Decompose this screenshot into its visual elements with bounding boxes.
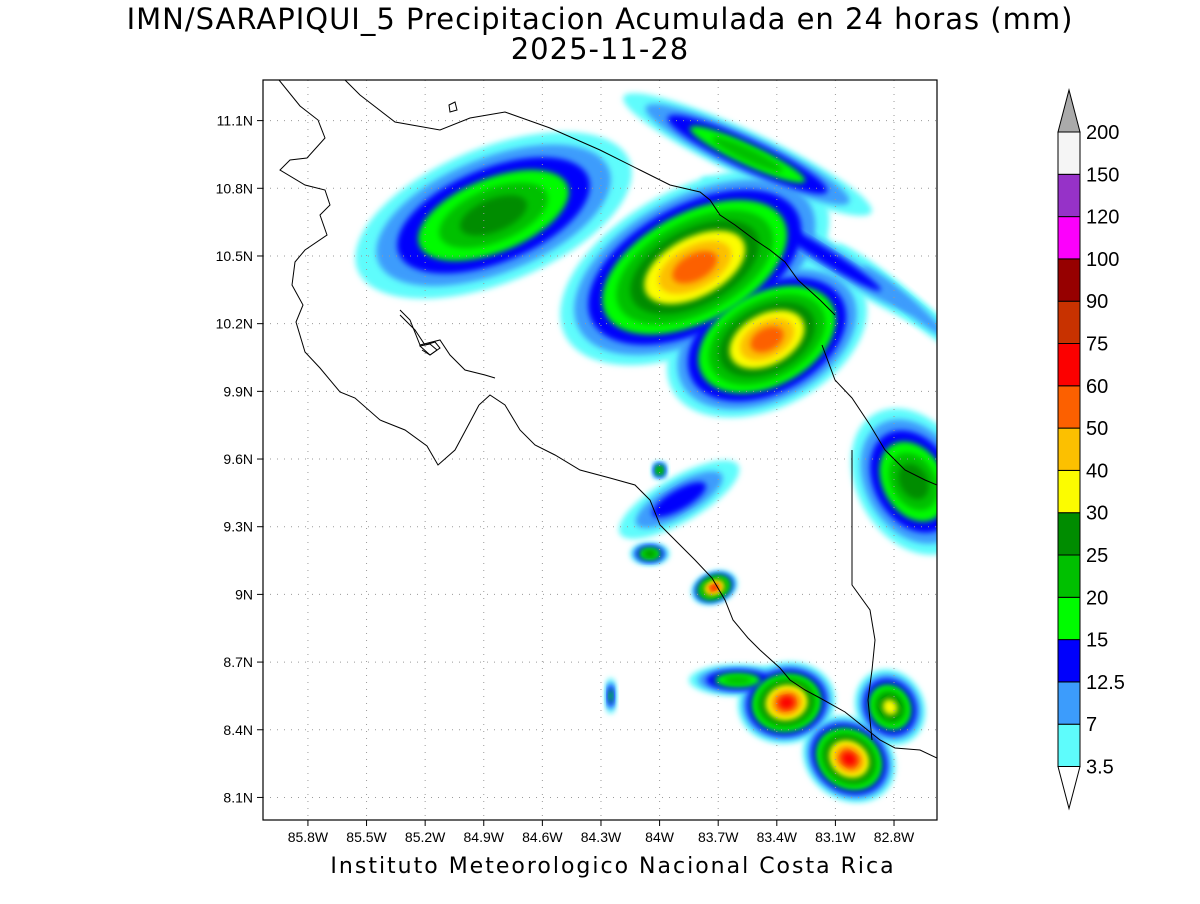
colorbar-max-arrow [1057,88,1081,133]
lon-tick-label: 84.9W [464,829,505,845]
colorbar-label: 40 [1086,460,1108,482]
grid-lines [263,80,937,820]
colorbar-label: 20 [1086,587,1108,609]
nicoya-coastline [399,309,496,379]
precipitation-field [355,93,937,803]
lat-tick-label: 9.6N [223,451,253,467]
precip-contour-5 [711,136,784,172]
precip-contour-6 [645,551,655,557]
panama-border [821,344,937,741]
lon-tick-label: 82.8W [874,829,915,845]
colorbar-swatch [1057,554,1081,598]
colorbar-label: 25 [1086,545,1108,567]
plot-frame [262,79,938,821]
lon-tick-label: 85.2W [405,829,446,845]
nicaragua-border [344,80,836,316]
precip-contour-9 [672,250,718,284]
precip-contour-10 [842,752,857,766]
lon-tick-label: 83.7W [698,829,739,845]
colorbar-swatch [1057,300,1081,345]
colorbar-swatch [1057,469,1081,514]
colorbar-label: 50 [1086,418,1108,440]
precip-contour-10 [710,585,718,591]
lat-tick-label: 9.9N [223,383,253,399]
lat-tick-label: 10.5N [216,248,253,264]
lat-tick-label: 8.1N [223,789,253,805]
precip-contour-5 [723,675,752,685]
northwest-island [448,101,458,113]
colorbar-swatch [1057,216,1081,260]
colorbar-swatch [1057,512,1081,556]
precip-contour-6 [657,468,662,473]
colorbar-swatch [1057,131,1081,175]
lon-tick-label: 84W [645,829,675,845]
colorbar-label: 100 [1086,249,1119,271]
lon-tick-label: 83.4W [757,829,798,845]
colorbar-label: 15 [1086,630,1108,652]
precip-contour-9 [750,326,784,353]
colorbar-swatch [1057,258,1081,302]
lat-tick-label: 10.2N [216,316,253,332]
nicaragua-coastline [278,80,480,466]
lat-tick-label: 8.4N [223,722,253,738]
precip-contour-3 [652,482,706,518]
colorbar-label: 90 [1086,291,1108,313]
lat-tick-label: 9.3N [223,519,253,535]
colorbar-min-arrow [1057,766,1081,811]
colorbar-label: 60 [1086,376,1108,398]
colorbar-legend: 3.5 7 12.5 15 20 25 30 40 50 60 75 90 100 120 150 200 [1057,88,1125,811]
colorbar-swatch [1057,681,1081,725]
colorbar-label: 150 [1086,164,1119,186]
lon-tick-label: 83.1W [815,829,856,845]
axis-ticks: 85.8W 85.5W 85.2W 84.9W 84.6W 84.3W 84W 83.7W 83… [216,113,915,845]
precip-contour-4 [608,689,613,703]
lat-tick-label: 8.7N [223,654,253,670]
colorbar-label: 200 [1086,122,1119,144]
lat-tick-label: 9N [235,586,253,602]
lon-tick-label: 85.8W [288,829,329,845]
coastline-borders [278,80,937,759]
map-date: 2025-11-28 [510,32,690,66]
colorbar-label: 12.5 [1086,672,1125,694]
colorbar-label: 3.5 [1086,757,1114,779]
colorbar-swatch [1057,427,1081,471]
isla-lake [418,343,438,356]
colorbar-swatch [1057,385,1081,429]
colorbar-swatch [1057,343,1081,387]
precip-contour-6 [898,463,929,500]
colorbar-swatch [1057,723,1081,768]
lon-tick-label: 84.6W [522,829,563,845]
colorbar-swatch [1057,173,1081,218]
lat-tick-label: 10.8N [216,180,253,196]
colorbar-label: 120 [1086,207,1119,229]
precip-contour-6 [460,195,528,236]
pacific-coastline [478,394,937,759]
colorbar-label: 7 [1086,714,1097,736]
colorbar-label: 30 [1086,503,1108,525]
colorbar-swatch [1057,596,1081,641]
map-title: IMN/SARAPIQUI_5 Precipitacion Acumulada … [126,2,1074,36]
lat-tick-label: 11.1N [217,113,253,129]
lon-tick-label: 85.5W [346,829,387,845]
colorbar-swatch [1057,639,1081,683]
precip-contour-10 [779,696,794,709]
colorbar-label: 75 [1086,334,1108,356]
institution-credit: Instituto Meteorologico Nacional Costa R… [330,854,896,879]
lon-tick-label: 84.3W [581,829,622,845]
